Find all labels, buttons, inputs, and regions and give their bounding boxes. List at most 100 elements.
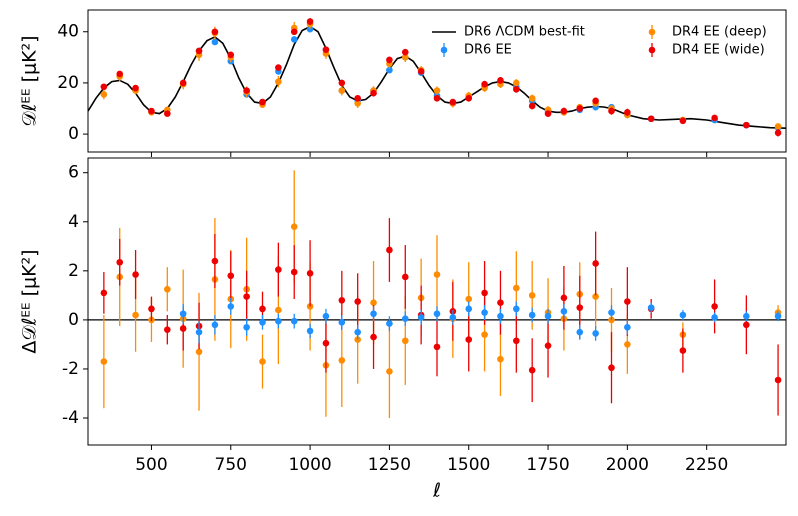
data-point	[164, 326, 171, 334]
data-point	[774, 312, 782, 320]
data-point	[195, 348, 203, 356]
data-point	[497, 355, 504, 363]
data-point	[370, 299, 377, 307]
data-point	[592, 97, 599, 105]
legend-swatch	[648, 46, 656, 54]
data-point	[211, 38, 219, 46]
data-point	[322, 46, 330, 53]
data-point	[417, 314, 425, 321]
data-point	[679, 311, 687, 319]
data-point	[275, 78, 282, 85]
legend-swatch	[440, 46, 448, 54]
data-point	[100, 83, 108, 91]
data-point	[259, 305, 266, 313]
data-point	[275, 317, 282, 325]
data-point	[243, 293, 250, 300]
data-point	[338, 296, 346, 304]
data-point	[290, 28, 298, 36]
data-point	[433, 343, 441, 351]
data-point	[528, 94, 536, 102]
data-point	[338, 319, 346, 326]
data-point	[211, 257, 219, 265]
data-point	[433, 87, 441, 94]
data-point	[164, 285, 171, 293]
data-point	[322, 339, 330, 347]
y-tick-label: 40	[57, 22, 79, 42]
data-point	[513, 79, 520, 87]
data-point	[743, 321, 750, 329]
data-point	[290, 223, 298, 230]
y-tick-label: 0	[68, 310, 79, 330]
data-point	[211, 28, 219, 36]
data-point	[401, 337, 409, 345]
legend-label: DR6 ΛCDM best-fit	[464, 25, 585, 40]
data-point	[513, 305, 520, 313]
legend-label: DR6 EE	[464, 43, 512, 58]
data-point	[211, 321, 219, 329]
data-point	[354, 328, 361, 336]
best-fit-line	[88, 25, 786, 129]
y-tick-label: -2	[62, 359, 79, 379]
x-tick-label: 2000	[606, 455, 649, 475]
data-point	[433, 94, 441, 102]
data-point	[401, 273, 409, 281]
x-tick-label: 1750	[526, 455, 569, 475]
data-point	[679, 117, 687, 125]
y-axis-label: 𝒟ℓᴱᴱ [μK²]	[19, 35, 41, 126]
data-point	[195, 47, 203, 55]
data-point	[481, 289, 488, 297]
data-point	[433, 310, 441, 318]
data-point	[743, 312, 750, 320]
axes-frame	[87, 157, 787, 446]
data-point	[592, 330, 599, 337]
data-point	[481, 309, 488, 316]
y-tick-label: 2	[68, 261, 79, 281]
data-point	[528, 102, 536, 110]
data-point	[743, 121, 750, 129]
plot-area	[88, 170, 786, 419]
data-point	[449, 98, 457, 106]
data-point	[370, 89, 377, 97]
y-tick-label: 6	[68, 163, 79, 183]
data-point	[465, 295, 473, 303]
y-tick-label: 4	[68, 212, 79, 232]
data-point	[544, 312, 552, 320]
data-point	[513, 86, 520, 93]
data-point	[417, 68, 425, 75]
data-point	[148, 107, 155, 115]
data-point	[179, 310, 187, 318]
data-point	[259, 319, 266, 326]
data-point	[647, 304, 655, 311]
data-point	[560, 107, 568, 115]
data-point	[100, 91, 108, 98]
data-point	[100, 289, 108, 297]
data-point	[243, 323, 250, 331]
data-point	[306, 269, 314, 277]
data-point	[465, 94, 473, 102]
data-point	[774, 123, 782, 130]
data-point	[711, 114, 718, 122]
data-point	[774, 376, 782, 384]
data-point	[148, 305, 155, 313]
data-point	[401, 315, 409, 322]
data-point	[132, 271, 139, 278]
data-point	[306, 25, 314, 33]
data-point	[338, 79, 346, 87]
data-point	[386, 320, 393, 327]
data-point	[465, 336, 473, 343]
data-point	[116, 70, 124, 78]
data-point	[306, 18, 314, 25]
data-point	[433, 271, 441, 278]
data-point	[449, 314, 457, 321]
x-tick-label: 750	[215, 455, 247, 475]
data-point	[513, 337, 520, 345]
data-point	[647, 115, 655, 123]
data-point	[624, 323, 631, 331]
y-axis-label: Δ𝒟ℓᴱᴱ [μK²]	[19, 249, 41, 353]
data-point	[132, 311, 139, 319]
data-point	[592, 260, 599, 267]
data-point	[386, 66, 393, 74]
data-point	[370, 310, 377, 318]
data-point	[401, 54, 409, 61]
